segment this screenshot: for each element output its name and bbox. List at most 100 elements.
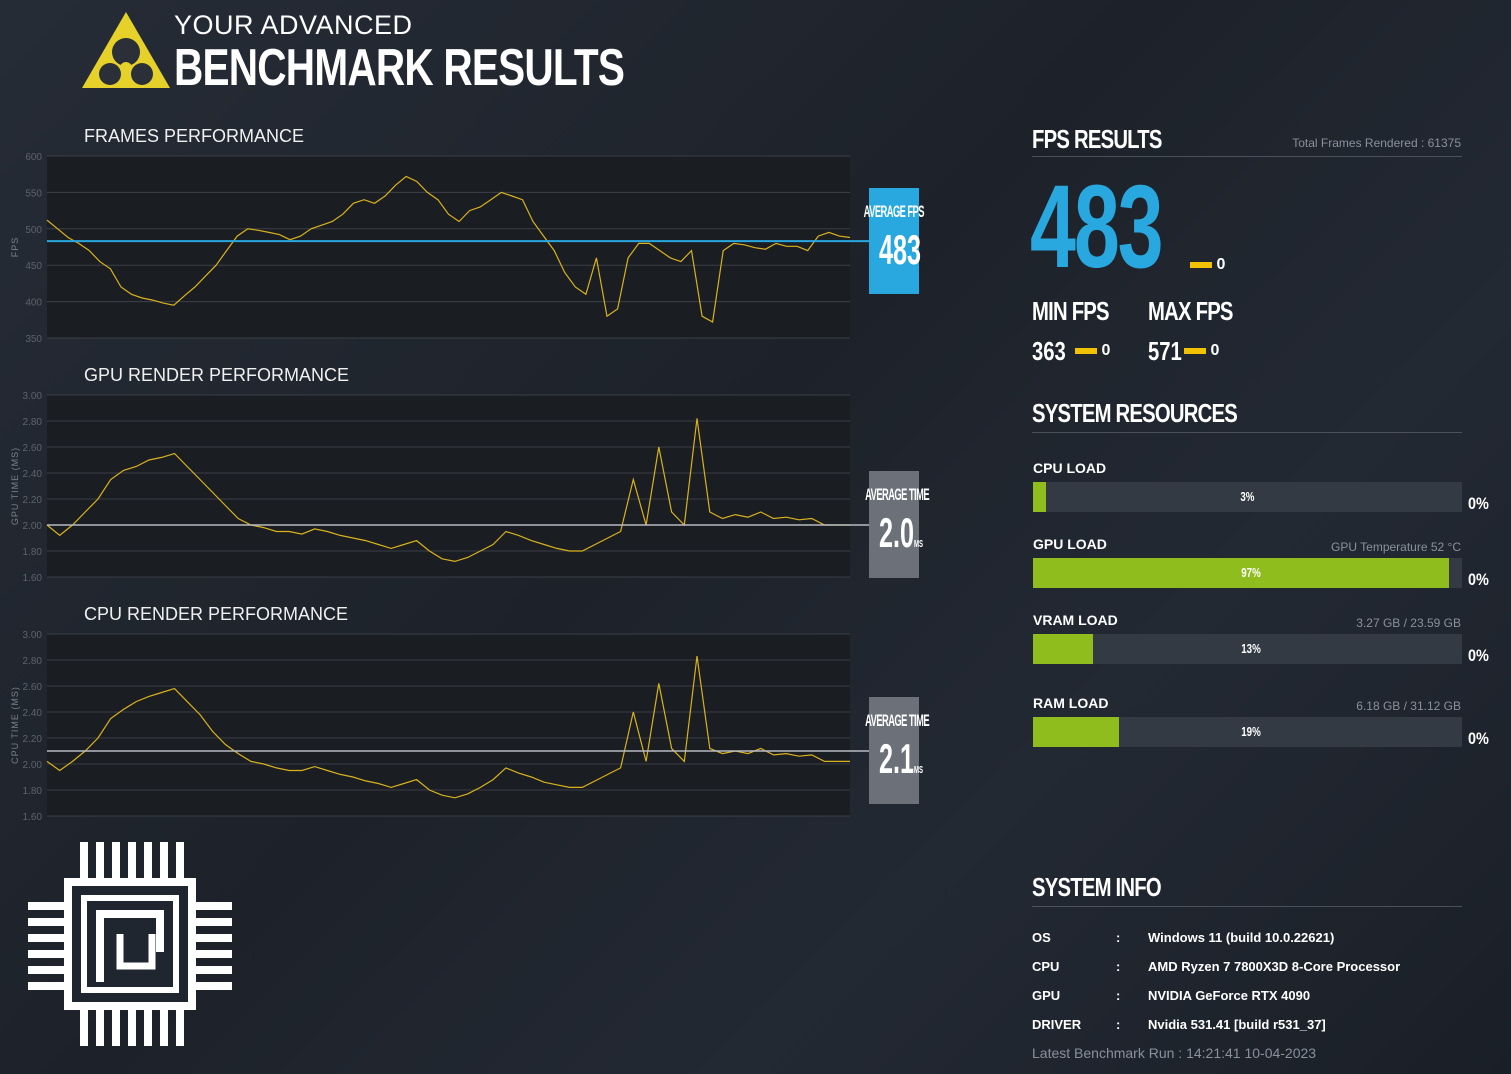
y-tick-label: 2.00 — [23, 521, 43, 532]
y-tick-label: 2.40 — [23, 708, 43, 719]
resource-bar-fill — [1033, 558, 1450, 588]
resource-bar-fill — [1033, 717, 1119, 747]
resource-label: VRAM LOAD — [1033, 612, 1118, 628]
y-tick-label: 400 — [25, 298, 42, 309]
average-fps-delta: 0 — [1190, 256, 1225, 274]
min-fps-delta: 0 — [1075, 342, 1110, 360]
latest-benchmark-run: Latest Benchmark Run : 14:21:41 10-04-20… — [1032, 1045, 1317, 1061]
y-tick-label: 3.00 — [23, 391, 43, 402]
max-fps-delta: 0 — [1184, 342, 1219, 360]
gpu-render-performance-chart: 3.00 2.80 2.60 2.40 2.20 2.00 1.80 1.60 GPU TIME… — [10, 391, 870, 584]
resource-delta: 0% — [1468, 494, 1489, 513]
resource-info: 6.18 GB / 31.12 GB — [1356, 699, 1461, 713]
info-separator: : — [1116, 930, 1121, 945]
processor-chip-icon — [28, 842, 232, 1046]
plot-area — [47, 634, 850, 816]
y-tick-label: 3.00 — [23, 630, 43, 641]
resource-bar: 3% — [1033, 482, 1462, 512]
resource-label: CPU LOAD — [1033, 460, 1107, 476]
resource-percent: 19% — [1241, 724, 1261, 739]
resource-percent: 97% — [1241, 565, 1261, 580]
info-value: Nvidia 531.41 [build r531_37] — [1148, 1017, 1326, 1032]
resource-label: RAM LOAD — [1033, 695, 1109, 711]
frames-chart-title: FRAMES PERFORMANCE — [84, 126, 305, 146]
average-gpu-time-label: AVERAGE TIME — [865, 485, 930, 504]
delta-bar-icon — [1075, 347, 1097, 354]
average-fps-box: AVERAGE FPS 483 — [864, 188, 925, 294]
max-fps-value: 571 — [1148, 336, 1182, 366]
y-tick-label: 2.60 — [23, 443, 43, 454]
system-resources-divider — [1032, 432, 1462, 433]
series-line — [46, 418, 850, 563]
y-tick-label: 1.60 — [23, 812, 43, 823]
info-key: DRIVER — [1032, 1017, 1082, 1032]
resource-percent: 13% — [1241, 641, 1261, 656]
y-tick-label: 1.60 — [23, 573, 43, 584]
average-cpu-time-value: 2.1MS — [879, 735, 924, 782]
benchmark-logo-icon — [82, 12, 170, 88]
y-tick-label: 550 — [25, 188, 42, 199]
info-value: AMD Ryzen 7 7800X3D 8-Core Processor — [1148, 959, 1401, 974]
header-title: BENCHMARK RESULTS — [174, 39, 625, 97]
average-gpu-time-box: AVERAGE TIME 2.0MS — [865, 471, 930, 578]
min-fps-label: MIN FPS — [1032, 296, 1110, 326]
y-tick-label: 2.80 — [23, 656, 43, 667]
y-tick-label: 2.20 — [23, 495, 43, 506]
max-fps-label: MAX FPS — [1148, 296, 1233, 326]
info-key: GPU — [1032, 988, 1061, 1003]
y-axis-label: GPU TIME (MS) — [10, 447, 20, 525]
resource-percent: 3% — [1240, 489, 1255, 504]
series-line — [46, 175, 851, 323]
average-cpu-time-label: AVERAGE TIME — [865, 711, 930, 730]
plot-area — [47, 395, 850, 577]
system-info-title: SYSTEM INFO — [1032, 872, 1162, 902]
header-subtitle: YOUR ADVANCED — [174, 10, 413, 40]
resource-bar-fill — [1033, 634, 1094, 664]
info-separator: : — [1116, 988, 1121, 1003]
y-axis-label: FPS — [10, 237, 20, 258]
fps-results-title: FPS RESULTS — [1032, 124, 1162, 154]
plot-area — [47, 156, 850, 338]
system-resources-title: SYSTEM RESOURCES — [1032, 398, 1238, 428]
resource-delta: 0% — [1468, 570, 1489, 589]
y-tick-label: 1.80 — [23, 786, 43, 797]
system-info-divider — [1032, 906, 1462, 907]
cpu-chart-title: CPU RENDER PERFORMANCE — [84, 604, 349, 624]
resource-delta: 0% — [1468, 729, 1489, 748]
info-value: Windows 11 (build 10.0.22621) — [1148, 930, 1335, 945]
y-tick-label: 2.40 — [23, 469, 43, 480]
resource-info: GPU Temperature 52 °C — [1331, 540, 1461, 554]
resource-bar-fill — [1033, 482, 1046, 512]
average-gpu-time-value: 2.0MS — [879, 509, 924, 556]
info-value: NVIDIA GeForce RTX 4090 — [1148, 988, 1311, 1003]
y-tick-label: 2.00 — [23, 760, 43, 771]
info-key: OS — [1032, 930, 1051, 945]
average-fps-value: 483 — [879, 226, 922, 273]
y-tick-label: 2.80 — [23, 417, 43, 428]
y-tick-label: 450 — [25, 261, 42, 272]
info-separator: : — [1116, 959, 1121, 974]
resource-info: 3.27 GB / 23.59 GB — [1356, 616, 1461, 630]
y-tick-label: 600 — [25, 152, 42, 163]
resource-bar: 19% — [1033, 717, 1462, 747]
cpu-render-performance-chart: 3.00 2.80 2.60 2.40 2.20 2.00 1.80 1.60 CPU TIME… — [10, 630, 870, 823]
min-fps-value: 363 — [1032, 336, 1066, 366]
average-fps-big: 483 — [1030, 161, 1164, 293]
y-tick-label: 350 — [25, 334, 42, 345]
delta-bar-icon — [1190, 261, 1212, 268]
average-cpu-time-box: AVERAGE TIME 2.1MS — [865, 697, 930, 804]
info-separator: : — [1116, 1017, 1121, 1032]
delta-bar-icon — [1184, 347, 1206, 354]
y-tick-label: 1.80 — [23, 547, 43, 558]
y-tick-label: 2.60 — [23, 682, 43, 693]
resource-bar: 97% — [1033, 558, 1462, 588]
resource-bar: 13% — [1033, 634, 1462, 664]
fps-results-divider — [1032, 156, 1462, 157]
y-axis-label: CPU TIME (MS) — [10, 686, 20, 764]
average-fps-label: AVERAGE FPS — [863, 202, 925, 221]
total-frames-rendered: Total Frames Rendered : 61375 — [1292, 136, 1461, 150]
y-tick-label: 500 — [25, 225, 42, 236]
y-tick-label: 2.20 — [23, 734, 43, 745]
resource-delta: 0% — [1468, 646, 1489, 665]
resource-label: GPU LOAD — [1033, 536, 1107, 552]
